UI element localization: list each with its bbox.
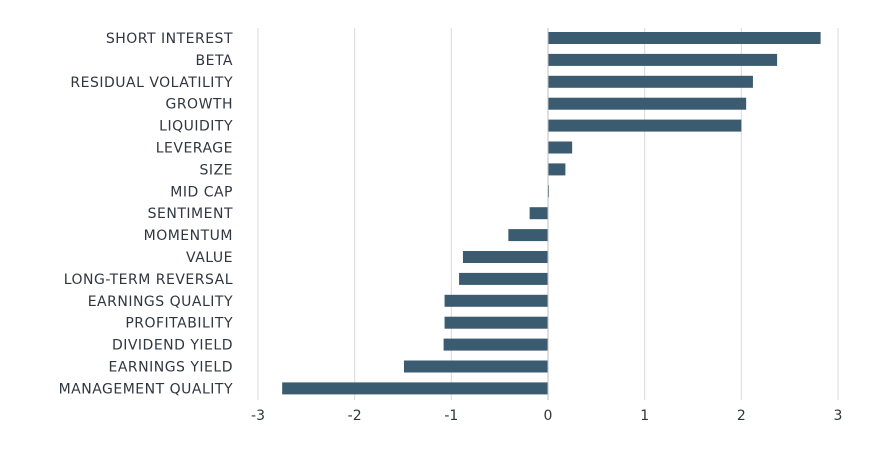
bar bbox=[548, 119, 742, 132]
x-tick-labels: -3 -2 -1 0 1 2 3 bbox=[251, 408, 842, 424]
x-tick-label: 0 bbox=[544, 408, 553, 424]
bar bbox=[548, 75, 753, 88]
category-label: DIVIDEND YIELD bbox=[112, 338, 233, 354]
x-tick-label: 3 bbox=[834, 408, 843, 424]
category-label: LEVERAGE bbox=[156, 141, 233, 157]
category-label: SENTIMENT bbox=[148, 206, 233, 222]
category-label: PROFITABILITY bbox=[125, 316, 233, 332]
bar bbox=[548, 53, 778, 66]
bars bbox=[282, 32, 821, 395]
x-tick-label: -2 bbox=[348, 408, 362, 424]
bar bbox=[444, 294, 548, 307]
bar bbox=[548, 163, 566, 176]
category-label: RESIDUAL VOLATILITY bbox=[70, 75, 233, 91]
x-tick-label: 1 bbox=[640, 408, 649, 424]
category-label: MANAGEMENT QUALITY bbox=[59, 381, 233, 397]
category-label: VALUE bbox=[186, 250, 233, 266]
category-label: SIZE bbox=[200, 162, 233, 178]
x-tick-label: -3 bbox=[251, 408, 265, 424]
bar bbox=[443, 338, 548, 351]
bar bbox=[548, 141, 573, 154]
bar bbox=[403, 360, 548, 373]
bar bbox=[529, 207, 548, 220]
category-labels: SHORT INTEREST BETA RESIDUAL VOLATILITY GRO… bbox=[59, 31, 233, 397]
category-label: EARNINGS QUALITY bbox=[88, 294, 233, 310]
bar bbox=[508, 229, 548, 242]
category-label: MID CAP bbox=[170, 184, 233, 200]
category-label: EARNINGS YIELD bbox=[108, 360, 233, 376]
bar bbox=[444, 316, 548, 329]
category-label: MOMENTUM bbox=[144, 228, 233, 244]
category-label: LIQUIDITY bbox=[159, 119, 233, 135]
x-tick-label: 2 bbox=[737, 408, 746, 424]
x-tick-label: -1 bbox=[444, 408, 458, 424]
bar bbox=[462, 251, 548, 263]
category-label: SHORT INTEREST bbox=[106, 31, 233, 47]
category-label: BETA bbox=[196, 53, 234, 69]
bar bbox=[459, 272, 548, 285]
bar bbox=[548, 32, 821, 44]
bar bbox=[548, 97, 747, 110]
bar bbox=[282, 382, 548, 395]
category-label: LONG-TERM REVERSAL bbox=[64, 272, 233, 288]
category-label: GROWTH bbox=[165, 97, 233, 113]
grid-lines bbox=[257, 28, 839, 400]
